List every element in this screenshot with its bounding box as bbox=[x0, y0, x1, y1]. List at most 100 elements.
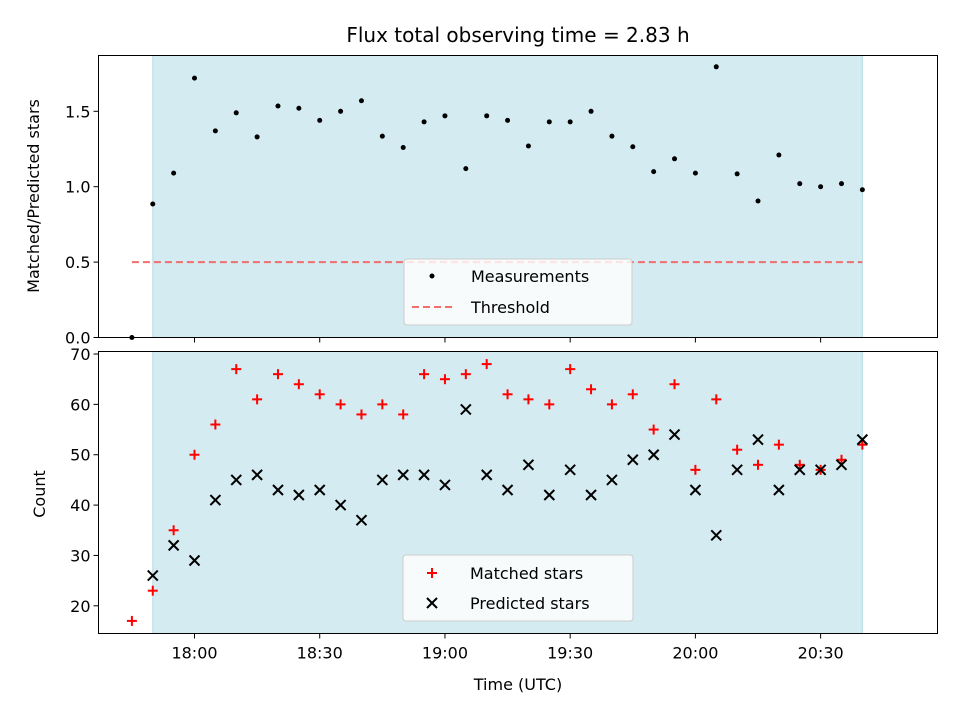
measurement-point bbox=[254, 134, 260, 140]
predicted-star-point bbox=[794, 464, 806, 476]
matched-star-point bbox=[272, 369, 283, 380]
x-tick-label: 18:00 bbox=[171, 644, 217, 663]
measurement-point bbox=[171, 170, 177, 176]
matched-star-point bbox=[252, 394, 263, 405]
measurement-point bbox=[212, 128, 218, 134]
legend-predicted-marker bbox=[426, 597, 438, 609]
predicted-star-point bbox=[710, 529, 722, 542]
measurement-point bbox=[338, 108, 344, 114]
measurement-point bbox=[755, 198, 761, 204]
top-legend: Measurements Threshold bbox=[403, 258, 633, 326]
predicted-star-point bbox=[668, 428, 681, 441]
measurement-point bbox=[505, 117, 511, 123]
measurement-point bbox=[692, 170, 698, 176]
matched-star-point bbox=[314, 389, 325, 400]
bottom-y-tick-label: 40 bbox=[70, 496, 90, 515]
predicted-star-point bbox=[251, 469, 263, 481]
bottom-y-tick-label: 70 bbox=[70, 345, 90, 364]
matched-star-point bbox=[481, 359, 492, 370]
measurement-point bbox=[317, 117, 323, 123]
x-tick-label: 18:30 bbox=[297, 644, 343, 663]
matched-star-point bbox=[544, 399, 555, 410]
matched-star-point bbox=[753, 459, 764, 470]
predicted-star-point bbox=[522, 459, 535, 471]
predicted-star-point bbox=[439, 479, 451, 491]
predicted-star-point bbox=[147, 569, 159, 582]
predicted-star-point bbox=[480, 469, 493, 481]
bottom-legend-box bbox=[402, 554, 634, 622]
top-legend-box bbox=[403, 258, 633, 326]
matched-star-point bbox=[356, 409, 367, 420]
measurement-point bbox=[734, 171, 740, 177]
predicted-star-point bbox=[418, 469, 430, 481]
matched-star-point bbox=[502, 389, 513, 400]
predicted-star-point bbox=[627, 454, 639, 466]
matched-star-point bbox=[335, 399, 346, 410]
measurement-point bbox=[776, 152, 782, 158]
predicted-star-point bbox=[501, 484, 514, 496]
measurement-point bbox=[192, 75, 198, 81]
x-tick-label: 19:00 bbox=[422, 644, 468, 663]
chart-title: Flux total observing time = 2.83 h bbox=[346, 23, 689, 47]
predicted-star-point bbox=[167, 539, 180, 552]
matched-star-point bbox=[189, 449, 200, 460]
top-y-tick-label: 0.5 bbox=[65, 253, 90, 272]
matched-star-point bbox=[711, 394, 722, 405]
measurement-point bbox=[838, 181, 844, 187]
predicted-star-point bbox=[209, 494, 222, 506]
measurement-point bbox=[296, 105, 302, 111]
measurement-point bbox=[421, 119, 427, 125]
x-tick-label: 20:00 bbox=[672, 644, 718, 663]
measurement-point bbox=[150, 201, 156, 207]
bottom-y-axis-label: Count bbox=[30, 470, 49, 518]
predicted-star-point bbox=[188, 554, 201, 567]
predicted-star-point bbox=[397, 469, 409, 481]
measurement-point bbox=[484, 113, 490, 119]
predicted-star-point bbox=[856, 433, 869, 446]
matched-star-point bbox=[690, 464, 701, 475]
measurement-point bbox=[859, 187, 865, 193]
matched-star-point bbox=[669, 379, 680, 390]
predicted-star-point bbox=[731, 464, 743, 476]
matched-star-point bbox=[523, 394, 534, 405]
measurement-point bbox=[588, 108, 594, 114]
matched-star-point bbox=[439, 374, 450, 385]
top-y-axis-label: Matched/Predicted stars bbox=[24, 99, 43, 293]
predicted-star-point bbox=[564, 464, 576, 476]
bottom-y-tick-label: 20 bbox=[70, 597, 90, 616]
measurement-point bbox=[567, 119, 573, 125]
measurement-point bbox=[672, 156, 678, 162]
top-y-tick-label: 1.5 bbox=[65, 102, 90, 121]
top-panel: 0.0 0.5 1.0 1.5 Flux total observing time =… bbox=[24, 23, 938, 348]
matched-star-point bbox=[377, 399, 388, 410]
measurement-point bbox=[233, 110, 239, 116]
predicted-star-point bbox=[293, 489, 305, 501]
predicted-star-point bbox=[773, 484, 785, 496]
x-tick-label: 20:30 bbox=[798, 644, 844, 663]
predicted-star-point bbox=[355, 514, 368, 526]
measurement-point bbox=[442, 113, 448, 119]
bottom-y-tick-label: 60 bbox=[70, 395, 90, 414]
matched-star-point bbox=[586, 384, 597, 395]
matched-star-point bbox=[606, 399, 617, 410]
matched-star-point bbox=[419, 369, 430, 380]
legend-measurements-label: Measurements bbox=[471, 267, 589, 286]
matched-star-point bbox=[836, 454, 847, 465]
measurement-point bbox=[379, 133, 385, 139]
matched-star-point bbox=[168, 525, 179, 536]
predicted-star-point bbox=[689, 484, 702, 496]
predicted-star-point bbox=[376, 474, 389, 486]
measurement-point bbox=[358, 98, 364, 104]
matched-star-point bbox=[627, 389, 638, 400]
predicted-star-point bbox=[835, 459, 848, 471]
matched-star-point bbox=[565, 364, 576, 375]
bottom-legend: Matched stars Predicted stars bbox=[402, 554, 634, 622]
measurement-point bbox=[651, 169, 657, 175]
top-y-tick-label: 1.0 bbox=[65, 178, 90, 197]
measurement-point bbox=[525, 143, 531, 149]
matched-star-point bbox=[231, 364, 242, 375]
top-y-tick-label: 0.0 bbox=[65, 329, 90, 348]
measurement-point bbox=[400, 144, 406, 150]
predicted-star-point bbox=[647, 449, 660, 461]
